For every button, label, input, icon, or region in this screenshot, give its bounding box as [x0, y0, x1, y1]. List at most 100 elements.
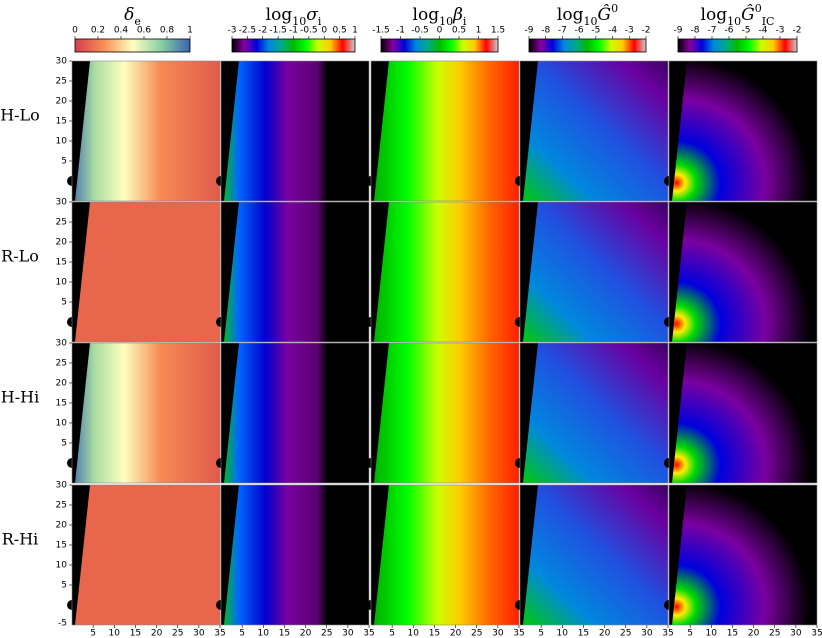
excluded-region: [221, 61, 239, 201]
excluded-region: [371, 202, 389, 342]
x-tick-label: 15: [130, 629, 141, 638]
panel-frame: [71, 342, 221, 484]
x-tick-label: 5: [687, 629, 693, 638]
title-part: Ĝ: [741, 4, 755, 25]
title-part: IC: [762, 15, 775, 28]
title-part: 0: [755, 2, 762, 15]
excluded-region: [371, 61, 389, 201]
x-tick-label: 35: [811, 629, 822, 638]
title-part: β: [452, 5, 463, 25]
panel-frame: [71, 201, 221, 343]
y-tick-label: 15: [56, 541, 67, 551]
column-title: log10Ĝ0: [557, 2, 618, 28]
colorbar-tick-label: -7: [558, 26, 567, 36]
colorbar-tick-label: -0.5: [411, 26, 429, 36]
title-part: 10: [583, 15, 597, 28]
colorbar-tick-label: 0.2: [91, 26, 105, 36]
panel-frame: [370, 484, 520, 626]
y-tick-label: 10: [56, 137, 68, 147]
excluded-region: [669, 202, 687, 342]
panel-frame: [71, 60, 221, 202]
colorbar-tick-label: -1: [289, 26, 298, 36]
y-tick-label: 20: [56, 97, 68, 107]
y-tick-label: 25: [56, 218, 67, 228]
panel-frame: [220, 342, 370, 484]
title-part: 10: [292, 15, 306, 28]
excluded-region: [520, 202, 538, 342]
colorbar-tick-label: 0.6: [137, 26, 152, 36]
colorbar: [74, 38, 191, 53]
colorbar-tick-label: -2: [793, 26, 802, 36]
colorbar-tick-label: -2: [642, 26, 651, 36]
panel-frame: [370, 342, 520, 484]
colorbar-tick-label: 1: [476, 26, 482, 36]
excluded-region: [669, 61, 687, 201]
colorbar-tick-label: 1: [187, 26, 193, 36]
panel-frame: [220, 484, 370, 626]
title-part: δ: [124, 5, 134, 25]
x-tick-label: 10: [258, 629, 270, 638]
colorbar-tick-label: 0.5: [452, 26, 466, 36]
map-panel: [669, 343, 817, 483]
x-tick-label: 35: [214, 629, 225, 638]
excluded-region: [72, 485, 90, 625]
excluded-region: [520, 61, 538, 201]
colorbar: [380, 38, 499, 53]
colorbar: [231, 38, 356, 53]
colorbar-tick-label: -1.5: [372, 26, 390, 36]
colorbar-tick-label: -8: [541, 26, 550, 36]
x-tick-label: 35: [363, 629, 374, 638]
title-part: log: [701, 5, 728, 25]
y-tick-label: 20: [56, 238, 68, 248]
colorbar-tick-label: -9: [674, 26, 683, 36]
map-panel: [520, 343, 668, 483]
excluded-region: [371, 485, 389, 625]
x-tick-label: 5: [239, 629, 245, 638]
x-tick-label: 10: [706, 629, 718, 638]
map-panel: [371, 61, 519, 201]
panel-frame: [668, 342, 818, 484]
map-panel: [371, 485, 519, 625]
colorbar-tick-label: -1.5: [269, 26, 287, 36]
title-part: 10: [727, 15, 741, 28]
map-panel: [669, 61, 817, 201]
x-tick-label: 25: [321, 629, 332, 638]
x-tick-label: 15: [279, 629, 290, 638]
title-part: 0: [611, 2, 618, 15]
colorbar-tick-label: 1: [352, 26, 358, 36]
y-tick-label: 25: [56, 501, 67, 511]
panel-frame: [668, 484, 818, 626]
y-tick-label: 5: [61, 157, 67, 167]
colorbar-tick-label: 0: [321, 26, 327, 36]
y-tick-label: 15: [56, 117, 67, 127]
excluded-region: [72, 61, 90, 201]
x-tick-label: 5: [90, 629, 96, 638]
colorbar-tick-label: 0.5: [332, 26, 346, 36]
excluded-region: [669, 485, 687, 625]
title-part: i: [463, 15, 467, 28]
y-tick-label: 20: [56, 379, 68, 389]
panel-frame: [71, 484, 221, 626]
excluded-region: [72, 202, 90, 342]
map-panel: [669, 202, 817, 342]
excluded-region: [221, 202, 239, 342]
y-tick-label: 5: [61, 581, 67, 591]
title-part: log: [413, 5, 440, 25]
row-label: H-Lo: [0, 106, 40, 125]
x-tick-label: 30: [342, 629, 354, 638]
excluded-region: [72, 343, 90, 483]
map-panel: [221, 485, 369, 625]
colorbar-tick-label: -3: [776, 26, 785, 36]
colorbar-tick-label: -4: [759, 26, 768, 36]
panel-frame: [370, 201, 520, 343]
colorbar-tick-label: -1: [396, 26, 405, 36]
colorbar-tick-label: 0: [72, 26, 78, 36]
y-tick-label: 30: [56, 481, 68, 491]
excluded-region: [520, 485, 538, 625]
x-tick-label: 20: [300, 629, 312, 638]
row-label: R-Hi: [2, 530, 39, 549]
colorbar-tick-label: -2: [258, 26, 267, 36]
map-panel: [72, 61, 220, 201]
map-panel: [72, 343, 220, 483]
